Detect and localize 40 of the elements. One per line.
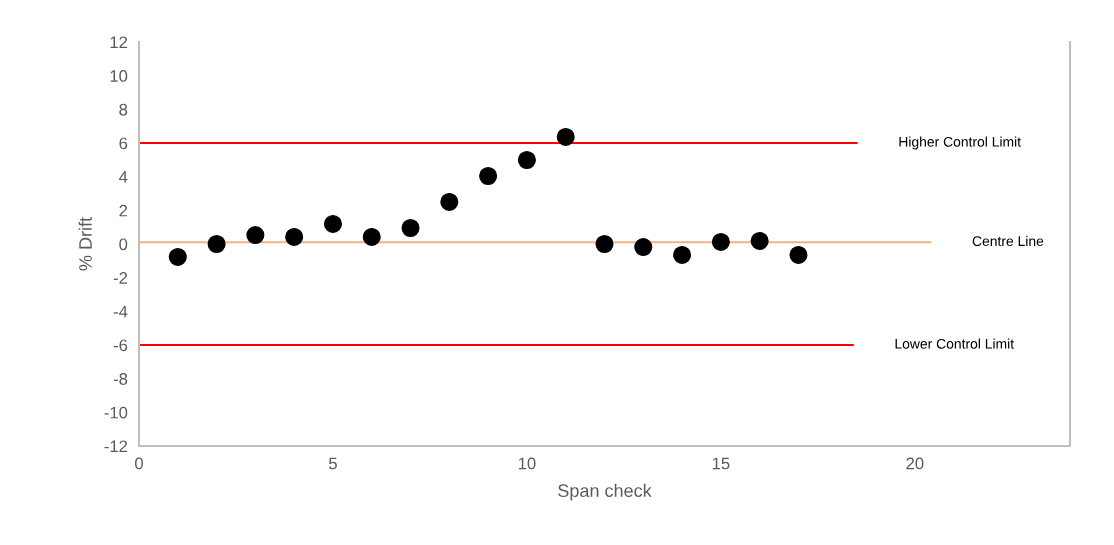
point xyxy=(750,231,769,250)
point xyxy=(440,192,459,211)
point xyxy=(517,150,536,170)
y-tick-label: 2 xyxy=(119,204,128,217)
point xyxy=(401,218,420,238)
point xyxy=(789,245,808,264)
point xyxy=(711,232,730,252)
x-tick-label: 10 xyxy=(518,457,536,470)
y-tick-label: 12 xyxy=(110,36,128,49)
point xyxy=(246,226,265,245)
text: Higher Control Limit xyxy=(899,136,1021,150)
y-tick-label: 0 xyxy=(119,238,128,251)
y-tick-label: -12 xyxy=(104,440,128,453)
y-tick-label: 8 xyxy=(119,103,128,116)
x-tick-label: 5 xyxy=(328,457,337,470)
y-axis-title: % Drift xyxy=(78,217,92,271)
point xyxy=(673,245,692,264)
point xyxy=(595,234,614,254)
point xyxy=(168,247,187,266)
y-tick-label: -2 xyxy=(113,272,128,284)
x-tick-label: 15 xyxy=(712,457,730,470)
text: Centre Line xyxy=(972,235,1044,247)
point xyxy=(479,166,498,186)
x-tick-label: 0 xyxy=(135,457,143,470)
y-tick-label: 6 xyxy=(119,137,128,150)
point xyxy=(323,214,342,233)
y-tick-label: -10 xyxy=(104,406,128,419)
x-tick-label: 20 xyxy=(906,457,924,470)
point xyxy=(634,238,653,257)
x-axis-title: Span check xyxy=(558,483,652,501)
point xyxy=(207,234,226,254)
point xyxy=(556,127,575,146)
y-tick-label: -6 xyxy=(113,339,128,352)
point xyxy=(362,227,381,246)
point xyxy=(285,227,304,246)
y-tick-label: -8 xyxy=(113,373,128,385)
y-tick-label: 10 xyxy=(110,70,128,82)
y-tick-label: -4 xyxy=(113,305,128,318)
text: Lower Control Limit xyxy=(895,338,1014,349)
y-tick-label: 4 xyxy=(119,171,128,183)
